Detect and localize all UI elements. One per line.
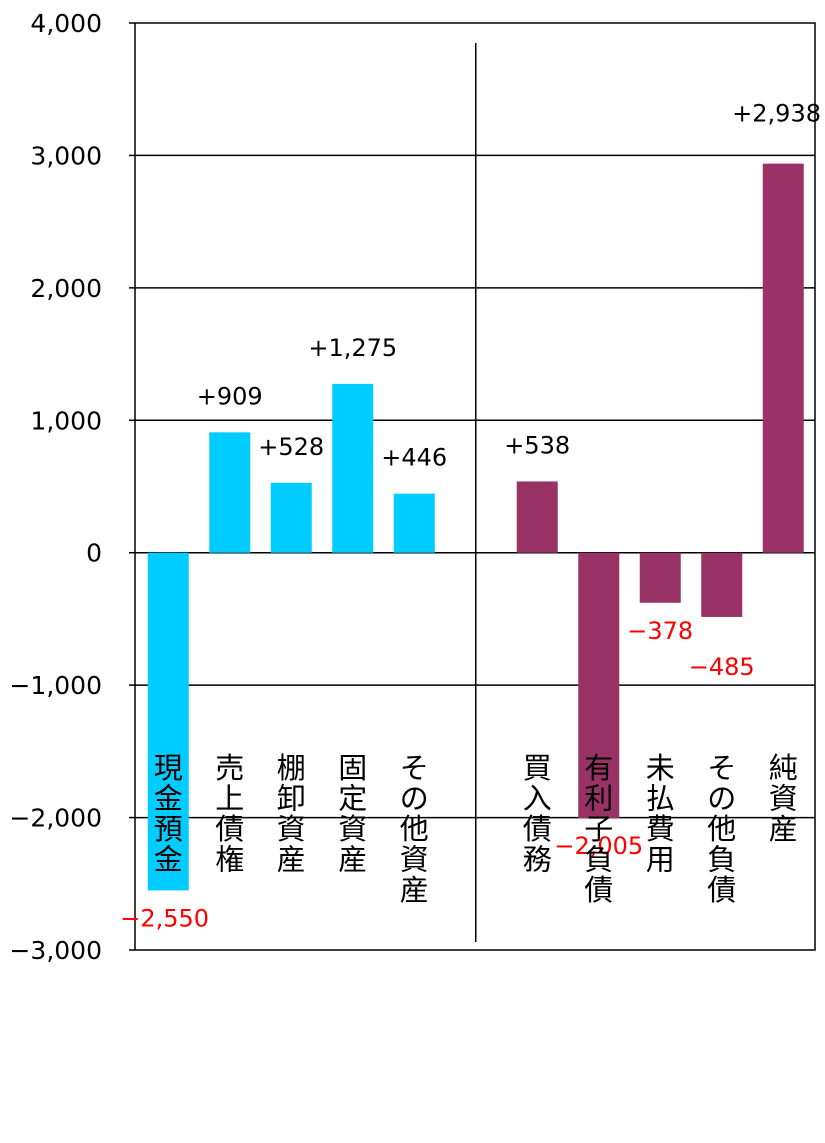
bar-value-label: +538 <box>504 431 570 459</box>
x-category-label: 売上債権 <box>215 751 244 877</box>
bar-value-label: −485 <box>689 653 755 681</box>
bar-value-label: −2,550 <box>120 904 209 932</box>
bar-assets <box>209 432 251 553</box>
label-layer: −2,550 +909 +528 +1,275 +446 +538 −2,005 −378 −4… <box>120 100 821 933</box>
bar-assets <box>147 552 189 891</box>
bar-liabilities <box>578 552 620 819</box>
bar-liabilities <box>516 481 558 553</box>
x-category-label: 棚卸資産 <box>277 751 306 877</box>
y-tick-label: 3,000 <box>30 141 102 170</box>
x-category-label: その他資産 <box>400 751 429 907</box>
bar-assets <box>393 493 435 553</box>
x-category-label: 買入債務 <box>523 751 552 877</box>
x-category-label: 純資産 <box>769 751 798 846</box>
bar-value-label: +446 <box>381 444 447 472</box>
bar-value-label: −378 <box>627 617 693 645</box>
bar-liabilities <box>762 163 804 553</box>
bar-assets <box>270 482 312 553</box>
bar-assets <box>332 383 374 553</box>
y-tick-label: 4,000 <box>30 9 102 38</box>
x-category-label: 固定資産 <box>338 751 367 877</box>
bar-layer <box>147 163 804 891</box>
bar-liabilities <box>701 552 743 617</box>
axis-layer: 4,000 3,000 2,000 1,000 0 −1,000 −2,000 −3,000 <box>9 9 135 965</box>
y-tick-label: 1,000 <box>30 406 102 435</box>
bar-liabilities <box>639 552 681 603</box>
y-tick-label: −2,000 <box>9 804 102 833</box>
category-layer: 現金預金 売上債権 棚卸資産 固定資産 その他資産 買入債務 有利子負債 未払費用 その他負債 純… <box>154 751 798 907</box>
bar-value-label: +1,275 <box>308 334 397 362</box>
x-category-label: 現金預金 <box>154 751 183 877</box>
y-tick-label: −3,000 <box>9 936 102 965</box>
x-category-label: その他負債 <box>707 751 736 907</box>
y-tick-label: 2,000 <box>30 274 102 303</box>
bar-value-label: +909 <box>197 382 263 410</box>
x-category-label: 有利子負債 <box>584 751 613 907</box>
y-tick-label: 0 <box>86 539 102 568</box>
bar-value-label: −2,005 <box>554 832 643 860</box>
y-tick-label: −1,000 <box>9 671 102 700</box>
bar-value-label: +528 <box>258 433 324 461</box>
x-category-label: 未払費用 <box>646 751 675 877</box>
bar-value-label: +2,938 <box>732 100 821 128</box>
